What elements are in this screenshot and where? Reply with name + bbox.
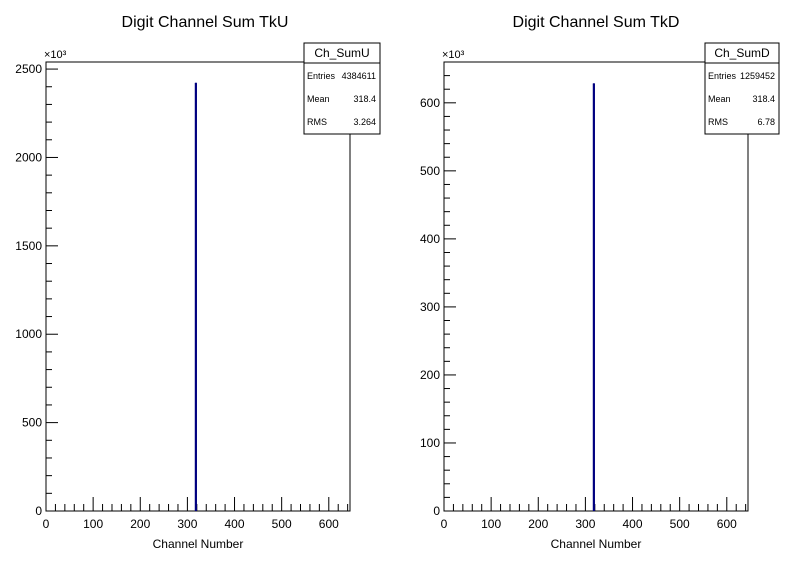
stats-row-value: 3.264	[353, 117, 376, 127]
x-axis-label: Channel Number	[551, 537, 642, 551]
stats-row-value: 6.78	[757, 117, 775, 127]
y-multiplier-label: ×10³	[44, 49, 67, 61]
x-tick-label: 600	[717, 517, 737, 531]
stats-row-label: Mean	[708, 94, 731, 104]
y-tick-label: 1000	[15, 327, 42, 341]
y-tick-label: 400	[420, 232, 440, 246]
y-multiplier-label: ×10³	[442, 49, 465, 61]
x-tick-label: 100	[83, 517, 103, 531]
x-tick-label: 200	[528, 517, 548, 531]
stats-row-value: 4384611	[342, 71, 376, 81]
y-tick-label: 0	[433, 504, 440, 518]
x-tick-label: 0	[43, 517, 50, 531]
x-tick-label: 400	[225, 517, 245, 531]
stats-row-value: 318.4	[353, 94, 376, 104]
y-tick-label: 500	[22, 416, 42, 430]
x-tick-label: 300	[177, 517, 197, 531]
x-tick-label: 500	[670, 517, 690, 531]
stats-row-label: RMS	[708, 117, 728, 127]
y-tick-label: 1500	[15, 239, 42, 253]
y-tick-label: 2000	[15, 150, 42, 164]
stats-row-value: 1259452	[740, 71, 775, 81]
x-axis-label: Channel Number	[153, 537, 244, 551]
x-tick-label: 300	[575, 517, 595, 531]
x-tick-label: 0	[441, 517, 448, 531]
chart-title: Digit Channel Sum TkU	[122, 14, 289, 31]
y-tick-label: 100	[420, 436, 440, 450]
y-tick-label: 600	[420, 96, 440, 110]
y-tick-label: 500	[420, 164, 440, 178]
x-tick-label: 600	[319, 517, 339, 531]
stats-box	[303, 42, 381, 135]
chart-title: Digit Channel Sum TkD	[513, 14, 680, 31]
x-tick-label: 200	[130, 517, 150, 531]
y-tick-label: 2500	[15, 62, 42, 76]
stats-row-label: Entries	[708, 71, 737, 81]
y-tick-label: 300	[420, 300, 440, 314]
plot-frame	[443, 61, 749, 512]
stats-box-name: Ch_SumD	[714, 46, 770, 60]
stats-row-label: Mean	[307, 94, 330, 104]
y-tick-label: 200	[420, 368, 440, 382]
stats-row-label: RMS	[307, 117, 327, 127]
stats-box	[704, 42, 780, 135]
x-tick-label: 400	[623, 517, 643, 531]
y-tick-label: 0	[35, 504, 42, 518]
stats-row-label: Entries	[307, 71, 336, 81]
stats-box-name: Ch_SumU	[314, 46, 369, 60]
stats-row-value: 318.4	[752, 94, 775, 104]
x-tick-label: 100	[481, 517, 501, 531]
plot-frame	[45, 61, 351, 512]
x-tick-label: 500	[272, 517, 292, 531]
